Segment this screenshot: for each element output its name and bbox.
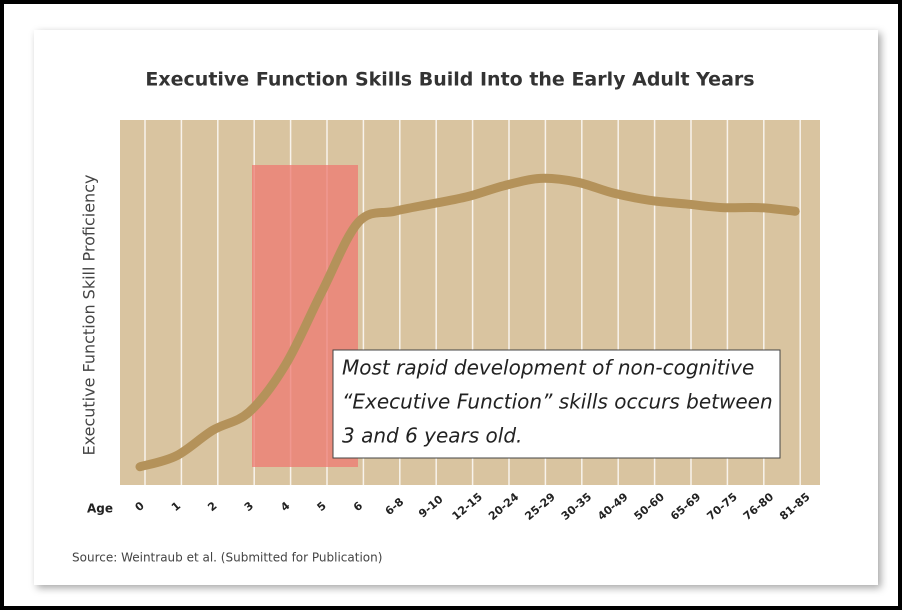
chart-title: Executive Function Skills Build Into the… [145,69,754,91]
source-note: Source: Weintraub et al. (Submitted for … [72,551,382,565]
annotation-line: 3 and 6 years old. [342,424,522,448]
data-line [135,173,800,472]
annotation-line: Most rapid development of non-cognitive [342,356,754,380]
annotation-box [332,349,781,459]
chart: Executive Function Skills Build Into the… [34,30,878,585]
x-axis-label: Age [87,502,113,516]
y-axis-label: Executive Function Skill Proficiency [80,175,99,456]
annotation-line: “Executive Function” skills occurs betwe… [342,390,773,414]
